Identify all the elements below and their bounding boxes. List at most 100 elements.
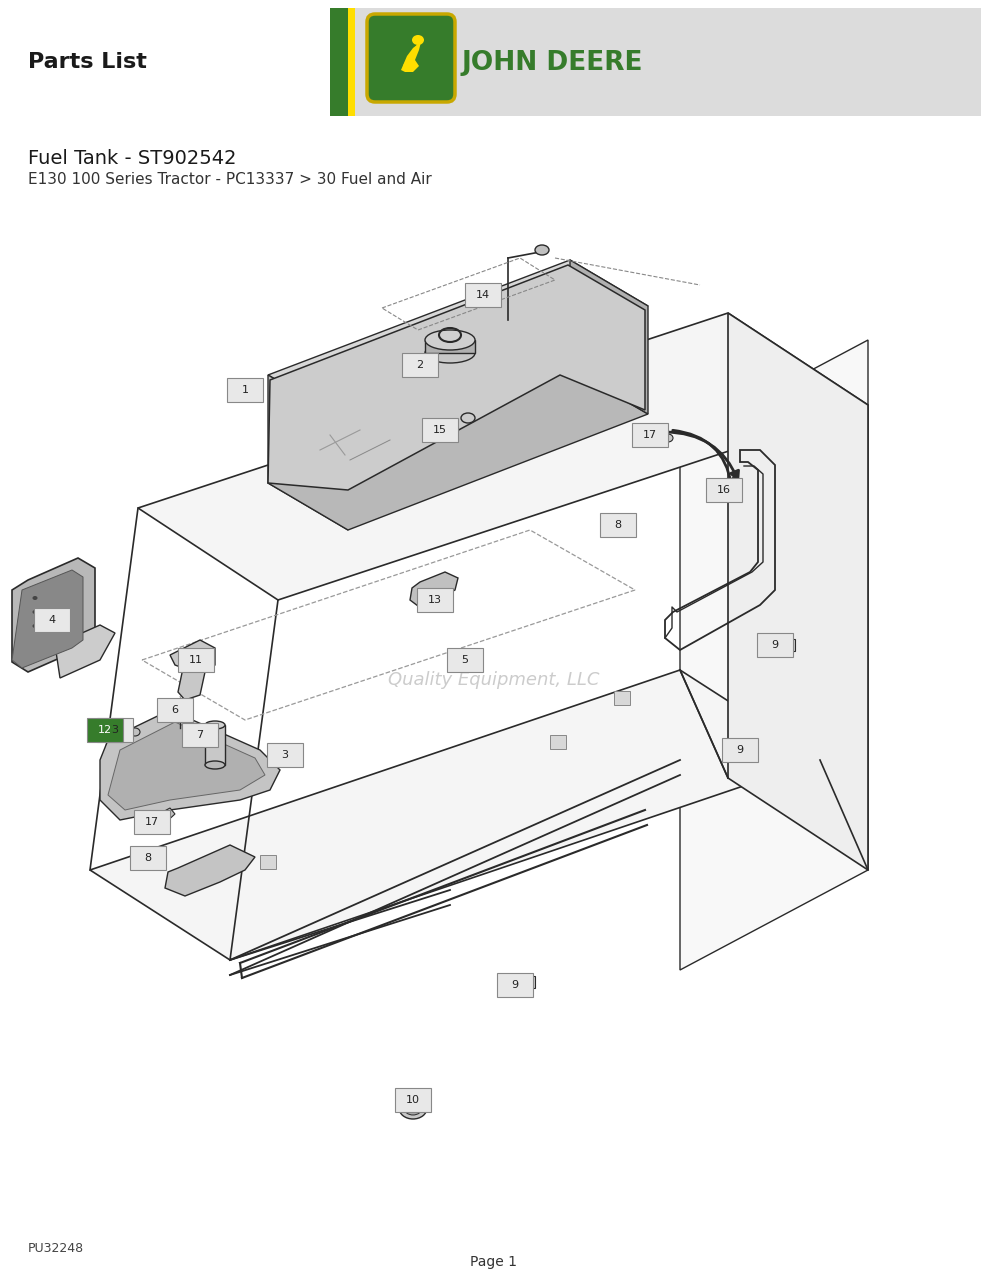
Polygon shape <box>410 572 458 605</box>
Polygon shape <box>268 265 645 490</box>
Ellipse shape <box>171 701 189 716</box>
Ellipse shape <box>399 1097 427 1119</box>
Text: Quality Equipment, LLC: Quality Equipment, LLC <box>389 671 599 689</box>
Text: 9: 9 <box>771 640 778 650</box>
Text: 3: 3 <box>112 724 119 735</box>
Bar <box>330 8 348 116</box>
Polygon shape <box>90 669 820 960</box>
Polygon shape <box>155 808 175 824</box>
FancyBboxPatch shape <box>87 718 123 742</box>
FancyBboxPatch shape <box>417 588 453 612</box>
Polygon shape <box>12 570 83 668</box>
FancyBboxPatch shape <box>134 810 170 835</box>
Ellipse shape <box>412 35 424 45</box>
Polygon shape <box>138 314 868 600</box>
Polygon shape <box>425 340 475 353</box>
Ellipse shape <box>425 330 475 349</box>
Ellipse shape <box>205 721 225 730</box>
FancyBboxPatch shape <box>227 378 263 402</box>
FancyBboxPatch shape <box>267 742 303 767</box>
Text: 7: 7 <box>197 730 204 740</box>
Polygon shape <box>170 640 215 700</box>
Polygon shape <box>614 691 630 705</box>
Text: 13: 13 <box>428 595 442 605</box>
Ellipse shape <box>535 244 549 255</box>
Ellipse shape <box>425 343 475 364</box>
Polygon shape <box>260 855 276 869</box>
FancyBboxPatch shape <box>130 846 166 870</box>
Ellipse shape <box>663 434 673 442</box>
Text: 1: 1 <box>241 385 248 396</box>
Text: 8: 8 <box>614 520 621 530</box>
Text: 4: 4 <box>48 614 55 625</box>
FancyBboxPatch shape <box>722 739 758 762</box>
Polygon shape <box>680 340 868 970</box>
Bar <box>348 8 355 116</box>
Text: Parts List: Parts List <box>28 52 147 72</box>
Polygon shape <box>735 742 755 754</box>
Text: 16: 16 <box>717 485 731 495</box>
FancyBboxPatch shape <box>465 283 501 307</box>
Polygon shape <box>205 724 225 765</box>
Ellipse shape <box>130 728 140 736</box>
Polygon shape <box>515 975 535 988</box>
Text: Fuel Tank - ST902542: Fuel Tank - ST902542 <box>28 148 236 168</box>
FancyBboxPatch shape <box>497 973 533 997</box>
Polygon shape <box>401 42 421 72</box>
FancyBboxPatch shape <box>97 718 133 742</box>
Text: JOHN DEERE: JOHN DEERE <box>462 50 644 76</box>
Text: 2: 2 <box>416 360 423 370</box>
FancyBboxPatch shape <box>402 353 438 378</box>
Text: 6: 6 <box>171 705 178 716</box>
Text: 14: 14 <box>476 291 491 300</box>
Polygon shape <box>268 375 348 530</box>
Text: 9: 9 <box>737 745 744 755</box>
FancyBboxPatch shape <box>757 634 793 657</box>
Ellipse shape <box>285 754 295 762</box>
FancyBboxPatch shape <box>706 477 742 502</box>
FancyBboxPatch shape <box>395 1088 431 1112</box>
Text: 10: 10 <box>406 1094 420 1105</box>
Polygon shape <box>775 639 795 652</box>
Bar <box>330 8 981 116</box>
FancyBboxPatch shape <box>157 698 193 722</box>
Text: 15: 15 <box>433 425 447 435</box>
Ellipse shape <box>148 855 156 861</box>
Text: 11: 11 <box>189 655 203 666</box>
Polygon shape <box>268 260 648 422</box>
Text: Page 1: Page 1 <box>471 1254 517 1268</box>
Polygon shape <box>550 735 566 749</box>
Text: 17: 17 <box>145 817 159 827</box>
Ellipse shape <box>33 611 38 614</box>
Polygon shape <box>728 314 868 870</box>
Ellipse shape <box>33 623 38 628</box>
Ellipse shape <box>33 596 38 600</box>
Polygon shape <box>108 722 265 810</box>
FancyBboxPatch shape <box>34 608 70 632</box>
FancyBboxPatch shape <box>632 422 668 447</box>
Ellipse shape <box>620 521 628 527</box>
FancyBboxPatch shape <box>447 648 483 672</box>
Ellipse shape <box>461 413 475 422</box>
Ellipse shape <box>205 762 225 769</box>
Ellipse shape <box>404 1101 422 1115</box>
FancyBboxPatch shape <box>422 419 458 442</box>
Text: 8: 8 <box>144 852 151 863</box>
Polygon shape <box>12 558 95 672</box>
Text: 5: 5 <box>462 655 469 666</box>
Polygon shape <box>100 710 280 820</box>
Text: 12: 12 <box>98 724 112 735</box>
Polygon shape <box>165 845 255 896</box>
FancyBboxPatch shape <box>600 513 636 538</box>
Ellipse shape <box>147 817 157 824</box>
Text: E130 100 Series Tractor - PC13337 > 30 Fuel and Air: E130 100 Series Tractor - PC13337 > 30 F… <box>28 173 432 187</box>
Text: 9: 9 <box>511 980 518 989</box>
FancyBboxPatch shape <box>182 723 218 748</box>
Text: PU32248: PU32248 <box>28 1242 84 1254</box>
Polygon shape <box>570 260 648 413</box>
Text: 17: 17 <box>643 430 657 440</box>
Polygon shape <box>55 625 115 678</box>
Text: 3: 3 <box>282 750 289 760</box>
FancyBboxPatch shape <box>178 648 214 672</box>
Polygon shape <box>268 369 648 530</box>
